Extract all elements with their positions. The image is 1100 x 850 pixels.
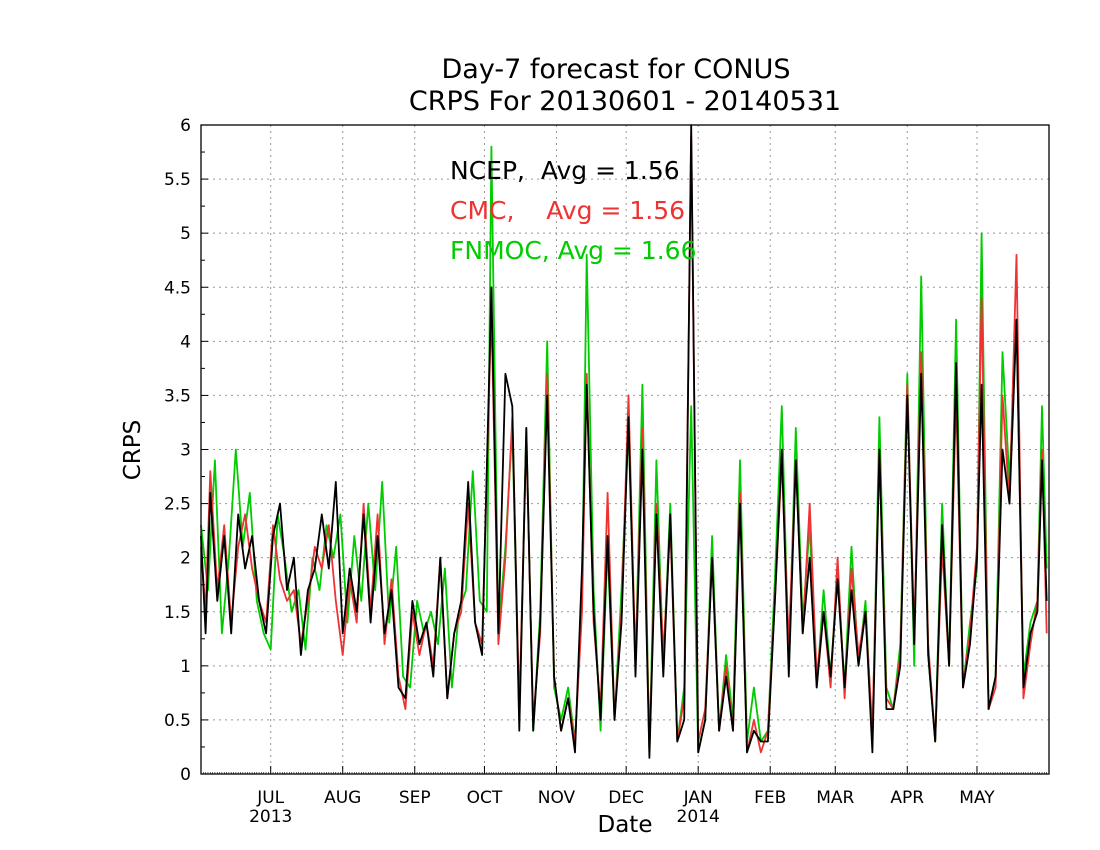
y-tick-label: 2 [180,549,191,569]
x-tick-label: MAR [816,788,854,808]
chart-title: Day-7 forecast for CONUS [441,54,790,85]
y-tick-label: 6 [180,116,191,136]
y-tick-label: 1.5 [164,603,191,623]
x-tick-label: JUL [256,788,284,808]
x-tick-label: MAY [959,788,995,808]
y-tick-label: 2.5 [164,495,191,515]
x-tick-year-label: 2013 [249,807,292,827]
y-tick-label: 5.5 [164,170,191,190]
legend: NCEP, Avg = 1.56 CMC, Avg = 1.56 FNMOC, Av… [450,156,696,265]
y-tick-label: 3 [180,441,191,461]
y-tick-label: 0.5 [164,711,191,731]
x-tick-label: JAN [683,788,713,808]
chart-subtitle: CRPS For 20130601 - 20140531 [409,86,841,117]
legend-entry-fnmoc: FNMOC, Avg = 1.66 [450,236,696,265]
x-tick-label: DEC [608,788,644,808]
x-axis-label: Date [598,812,653,838]
x-tick-label: NOV [538,788,576,808]
legend-entry-ncep: NCEP, Avg = 1.56 [450,156,680,185]
y-tick-label: 4 [180,332,191,352]
y-tick-label: 0 [180,765,191,785]
series-lines [200,124,1048,759]
x-tick-label: APR [890,788,924,808]
x-tick-year-label: 2014 [677,807,720,827]
y-tick-label: 1 [180,657,191,677]
y-tick-label: 4.5 [164,278,191,298]
y-axis-label: CRPS [120,420,146,481]
plot-frame [200,124,1050,775]
legend-entry-cmc: CMC, Avg = 1.56 [450,196,685,225]
x-tick-label: SEP [399,788,431,808]
y-tick-label: 5 [180,224,191,244]
x-tick-label: AUG [324,788,361,808]
series-line-ncep [200,124,1048,759]
x-tick-label: OCT [467,788,503,808]
x-tick-label: FEB [754,788,786,808]
y-tick-label: 3.5 [164,386,191,406]
